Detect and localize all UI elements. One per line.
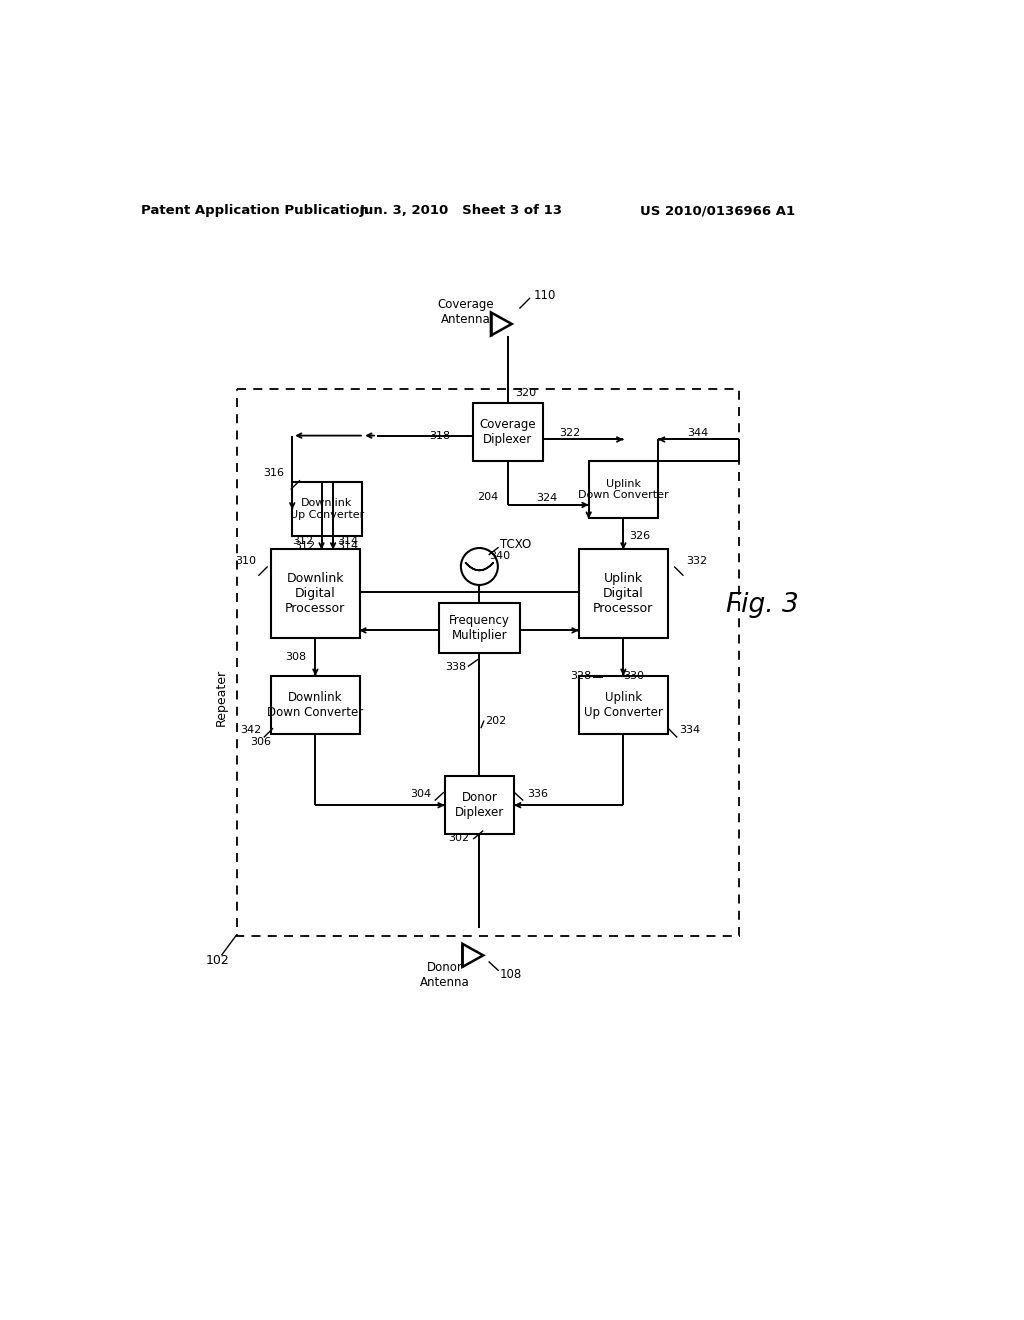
Bar <box>444 776 514 834</box>
Text: 324: 324 <box>536 492 557 503</box>
Text: 332: 332 <box>686 556 708 566</box>
Text: 110: 110 <box>534 289 556 302</box>
Bar <box>271 676 359 734</box>
Text: Frequency
Multiplier: Frequency Multiplier <box>449 614 510 642</box>
Text: 304: 304 <box>410 788 431 799</box>
Bar <box>473 403 543 461</box>
Text: 342: 342 <box>241 725 261 735</box>
Bar <box>439 603 520 653</box>
Text: 340: 340 <box>489 550 511 561</box>
Text: 310: 310 <box>236 556 256 566</box>
Text: 102: 102 <box>206 954 229 968</box>
Text: Coverage
Diplexer: Coverage Diplexer <box>479 417 537 446</box>
Text: 328: 328 <box>569 671 591 681</box>
Text: 334: 334 <box>680 725 700 735</box>
Text: 308: 308 <box>285 652 306 663</box>
Text: Downlink
Digital
Processor: Downlink Digital Processor <box>286 572 345 615</box>
Text: 204: 204 <box>477 492 499 502</box>
Text: Downlink
Down Converter: Downlink Down Converter <box>267 692 364 719</box>
Text: 302: 302 <box>449 833 469 843</box>
Text: 336: 336 <box>527 788 548 799</box>
Bar <box>271 549 359 638</box>
Text: 344: 344 <box>687 428 709 437</box>
Text: Uplink
Up Converter: Uplink Up Converter <box>584 692 663 719</box>
Text: 316: 316 <box>263 467 285 478</box>
Bar <box>580 676 668 734</box>
Text: 312: 312 <box>292 536 313 546</box>
Text: Coverage
Antenna: Coverage Antenna <box>437 298 494 326</box>
Text: 314: 314 <box>337 541 358 552</box>
Text: 330: 330 <box>624 671 644 681</box>
Text: Uplink
Digital
Processor: Uplink Digital Processor <box>593 572 653 615</box>
Text: Uplink
Down Converter: Uplink Down Converter <box>578 479 669 500</box>
Text: TCXO: TCXO <box>500 539 531 552</box>
Text: 318: 318 <box>429 430 451 441</box>
Text: 108: 108 <box>500 968 522 981</box>
Text: Patent Application Publication: Patent Application Publication <box>141 205 370 218</box>
Bar <box>237 389 739 936</box>
Text: Jun. 3, 2010   Sheet 3 of 13: Jun. 3, 2010 Sheet 3 of 13 <box>360 205 563 218</box>
Text: Fig. 3: Fig. 3 <box>726 591 799 618</box>
Text: 326: 326 <box>630 531 650 541</box>
Text: 202: 202 <box>485 715 507 726</box>
Bar <box>589 461 658 519</box>
Text: Repeater: Repeater <box>215 669 228 726</box>
Text: Donor
Antenna: Donor Antenna <box>420 961 470 989</box>
Text: 322: 322 <box>559 428 580 437</box>
Text: Downlink
Up Converter: Downlink Up Converter <box>290 498 365 520</box>
Text: Donor
Diplexer: Donor Diplexer <box>455 791 504 820</box>
Text: 312: 312 <box>294 541 315 552</box>
Text: 338: 338 <box>445 661 466 672</box>
Bar <box>580 549 668 638</box>
Bar <box>292 482 361 536</box>
Text: 320: 320 <box>515 388 537 399</box>
Text: US 2010/0136966 A1: US 2010/0136966 A1 <box>640 205 795 218</box>
Text: 306: 306 <box>251 737 271 747</box>
Text: 314: 314 <box>337 536 358 546</box>
